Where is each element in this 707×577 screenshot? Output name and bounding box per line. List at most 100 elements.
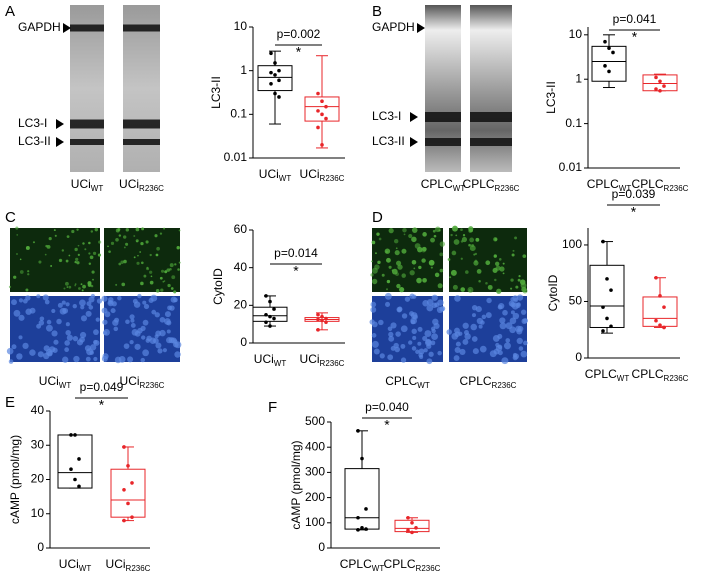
nucleus — [72, 304, 77, 309]
nucleus — [29, 307, 36, 314]
group-subscript: R236C — [664, 184, 689, 193]
nucleus — [412, 335, 417, 340]
cell-green — [177, 268, 180, 271]
point — [320, 99, 324, 103]
point — [658, 323, 662, 328]
nucleus — [509, 317, 517, 325]
panel-letter: A — [5, 3, 15, 20]
nucleus — [36, 323, 42, 329]
nucleus — [426, 304, 434, 312]
nucleus — [481, 314, 487, 320]
nucleus — [137, 327, 143, 334]
cell-green — [514, 236, 518, 240]
cell-green — [63, 287, 66, 290]
cell-green — [145, 240, 149, 244]
nucleus — [134, 343, 141, 350]
nucleus — [390, 322, 397, 329]
nucleus — [502, 309, 508, 316]
group-subscript: R236C — [140, 381, 165, 390]
cell-green — [520, 282, 527, 289]
point — [603, 64, 607, 68]
point — [264, 294, 268, 298]
nucleus — [90, 344, 97, 351]
point — [264, 320, 268, 325]
blot-lane — [470, 5, 512, 172]
group-label: UCiWT — [254, 352, 287, 368]
group-label: CPLCWT — [340, 557, 385, 573]
nucleus — [431, 333, 438, 341]
micrograph-green — [10, 228, 100, 292]
point — [316, 312, 320, 317]
cell-green — [371, 278, 378, 285]
cell-green — [494, 238, 498, 241]
cell-green — [371, 260, 373, 263]
nucleus — [417, 326, 423, 332]
nucleus — [411, 328, 417, 335]
panel-letter: B — [372, 3, 382, 20]
nucleus — [88, 296, 95, 303]
nucleus — [132, 298, 138, 304]
y-tick-label: 20 — [31, 472, 45, 486]
point — [609, 324, 613, 329]
nucleus — [462, 339, 469, 345]
cell-green — [77, 253, 80, 256]
nucleus — [423, 348, 428, 353]
nucleus — [373, 348, 380, 355]
cell-green — [418, 265, 422, 270]
cell-green — [74, 283, 77, 286]
significance-mark: * — [631, 204, 637, 220]
cell-green — [94, 227, 99, 232]
cell-green — [58, 258, 63, 263]
cell-green — [16, 234, 19, 236]
cell-green — [413, 267, 416, 270]
y-tick-label: 0.01 — [559, 160, 583, 174]
panel-letter: F — [268, 399, 277, 416]
cell-green — [460, 257, 463, 260]
nucleus — [432, 318, 439, 326]
nucleus — [499, 317, 506, 324]
nucleus — [164, 318, 171, 325]
nucleus — [174, 351, 181, 358]
point — [654, 87, 658, 91]
cell-green — [71, 229, 75, 234]
group-label: CPLCR236C — [460, 374, 517, 390]
cell-green — [97, 253, 102, 257]
point — [122, 487, 126, 492]
nucleus — [426, 343, 432, 349]
point — [654, 75, 658, 80]
y-tick-label: 0 — [240, 335, 247, 349]
nucleus — [419, 354, 424, 360]
cell-green — [411, 236, 417, 243]
group-label: CPLCR236C — [463, 177, 520, 193]
y-axis-label: LC3-II — [209, 76, 223, 109]
cell-green — [92, 278, 94, 281]
cell-green — [433, 234, 437, 238]
nucleus — [371, 333, 377, 338]
nucleus — [387, 326, 393, 332]
nucleus — [84, 345, 92, 352]
cell-green — [48, 237, 52, 241]
nucleus — [154, 312, 160, 318]
y-tick-label: 100 — [562, 237, 582, 251]
cell-green — [385, 288, 389, 291]
cell-green — [82, 284, 86, 289]
nucleus — [497, 350, 503, 356]
cell-green — [178, 261, 181, 264]
cell-green — [118, 234, 122, 237]
nucleus — [486, 297, 492, 304]
nucleus — [489, 350, 497, 358]
nucleus — [166, 337, 173, 344]
cell-green — [396, 283, 401, 289]
cell-green — [461, 236, 468, 243]
nucleus — [8, 359, 14, 364]
group-subscript: WT — [279, 174, 292, 183]
blot-band — [70, 24, 104, 32]
point — [605, 277, 609, 281]
nucleus — [485, 312, 492, 319]
cell-green — [16, 253, 18, 256]
point — [356, 528, 360, 532]
cell-green — [68, 285, 72, 289]
y-tick-label: 300 — [305, 465, 325, 479]
cell-green — [377, 260, 381, 265]
